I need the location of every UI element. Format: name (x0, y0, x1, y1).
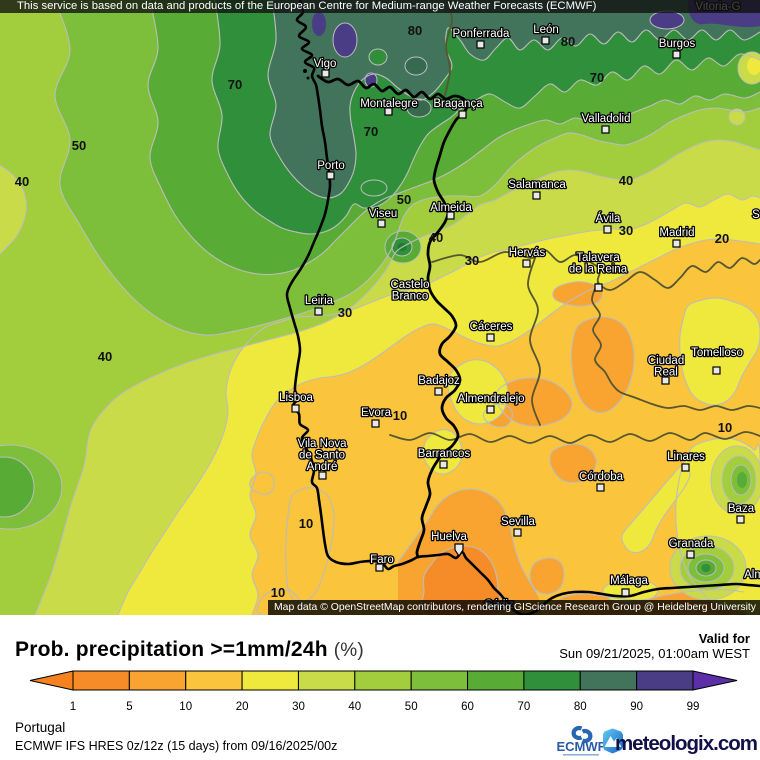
svg-text:Tomelloso: Tomelloso (691, 347, 743, 359)
svg-text:Córdoba: Córdoba (579, 471, 624, 483)
svg-text:Porto: Porto (317, 160, 345, 172)
svg-text:Montalegre: Montalegre (360, 98, 418, 110)
svg-text:Ávila: Ávila (596, 212, 622, 225)
svg-text:5: 5 (126, 701, 132, 713)
svg-text:Real: Real (654, 367, 678, 379)
svg-text:Cáceres: Cáceres (470, 321, 513, 333)
svg-text:de la Reina: de la Reina (569, 264, 628, 276)
svg-text:Valladolid: Valladolid (581, 113, 630, 125)
svg-text:99: 99 (687, 701, 700, 713)
svg-text:Viseu: Viseu (369, 208, 398, 220)
svg-text:80: 80 (561, 34, 575, 49)
svg-text:Málaga: Málaga (610, 575, 648, 587)
svg-text:de Santo: de Santo (299, 450, 345, 462)
svg-text:30: 30 (338, 305, 352, 320)
svg-text:30: 30 (465, 253, 479, 268)
svg-text:10: 10 (179, 701, 192, 713)
svg-text:Vigo: Vigo (314, 58, 337, 70)
svg-text:70: 70 (590, 70, 604, 85)
svg-text:Alm: Alm (744, 569, 760, 581)
svg-text:30: 30 (619, 223, 633, 238)
svg-text:Lisboa: Lisboa (279, 392, 313, 404)
svg-text:80: 80 (408, 23, 422, 38)
svg-text:70: 70 (364, 124, 378, 139)
svg-text:70: 70 (518, 701, 531, 713)
svg-text:Sevilla: Sevilla (501, 516, 535, 528)
svg-text:Burgos: Burgos (659, 38, 696, 50)
svg-text:60: 60 (461, 701, 474, 713)
svg-text:Linares: Linares (667, 451, 705, 463)
svg-text:20: 20 (236, 701, 249, 713)
svg-text:Barrancos: Barrancos (418, 448, 471, 460)
svg-text:Castelo: Castelo (391, 279, 430, 291)
svg-text:Branco: Branco (392, 291, 428, 303)
svg-text:70: 70 (228, 77, 242, 92)
svg-text:90: 90 (630, 701, 643, 713)
svg-text:León: León (533, 24, 559, 36)
svg-text:Baza: Baza (728, 503, 755, 515)
svg-text:10: 10 (299, 516, 313, 531)
svg-text:Vila Nova: Vila Nova (297, 438, 347, 450)
svg-text:Huelva: Huelva (431, 531, 467, 543)
svg-text:Evora: Evora (361, 407, 392, 419)
svg-text:1: 1 (70, 701, 76, 713)
svg-text:80: 80 (574, 701, 587, 713)
svg-text:Badajoz: Badajoz (418, 375, 460, 387)
svg-text:Ciudad: Ciudad (648, 355, 684, 367)
svg-text:André: André (307, 461, 338, 473)
svg-text:Bragança: Bragança (433, 98, 483, 110)
svg-text:40: 40 (429, 230, 443, 245)
svg-text:30: 30 (292, 701, 305, 713)
svg-text:S: S (752, 209, 760, 221)
svg-text:40: 40 (619, 173, 633, 188)
svg-text:50: 50 (72, 138, 86, 153)
svg-text:Almendralejo: Almendralejo (457, 393, 524, 405)
svg-text:10: 10 (271, 585, 285, 600)
svg-text:10: 10 (393, 408, 407, 423)
svg-text:Granada: Granada (669, 538, 714, 550)
svg-text:Almeida: Almeida (430, 202, 472, 214)
svg-text:40: 40 (348, 701, 361, 713)
svg-text:20: 20 (715, 231, 729, 246)
svg-text:50: 50 (397, 192, 411, 207)
svg-text:ECMWF: ECMWF (556, 739, 605, 754)
svg-text:50: 50 (405, 701, 418, 713)
svg-text:meteologix.com: meteologix.com (615, 732, 757, 755)
svg-text:40: 40 (15, 174, 29, 189)
svg-text:Madrid: Madrid (659, 227, 694, 239)
svg-text:40: 40 (98, 349, 112, 364)
svg-text:Hervás: Hervás (509, 247, 546, 259)
svg-text:Talavera: Talavera (576, 252, 620, 264)
svg-text:Ponferrada: Ponferrada (453, 28, 511, 40)
svg-text:Salamanca: Salamanca (508, 179, 566, 191)
svg-text:10: 10 (718, 420, 732, 435)
svg-text:Leiria: Leiria (305, 295, 334, 307)
